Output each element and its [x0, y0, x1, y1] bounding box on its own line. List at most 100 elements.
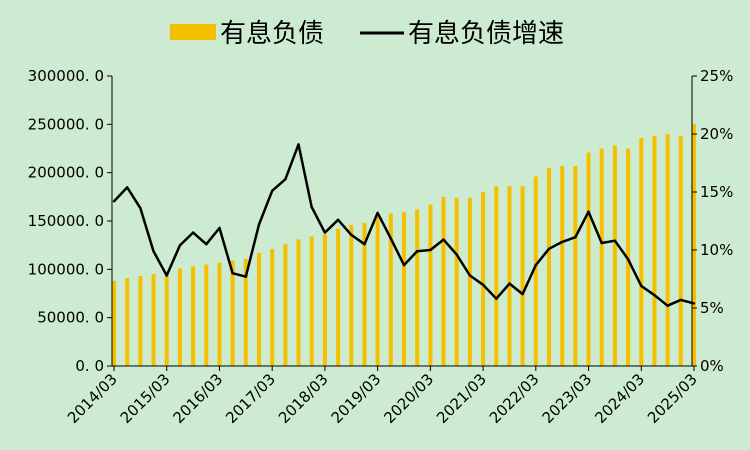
bar-2015-09 — [191, 266, 196, 366]
growth-point-2020-06 — [442, 238, 445, 241]
right-tick-label: 25% — [700, 67, 733, 85]
bar-2022-09 — [560, 165, 565, 366]
right-tick-label: 10% — [700, 241, 733, 259]
x-tick-label: 2022/03 — [486, 370, 543, 427]
x-tick-label: 2014/03 — [64, 370, 121, 427]
bar-2024-12 — [678, 135, 683, 366]
growth-point-2015-12 — [205, 243, 208, 246]
growth-point-2015-09 — [191, 231, 195, 234]
growth-point-2022-12 — [574, 236, 577, 239]
line-layer — [112, 143, 696, 307]
growth-point-2017-03 — [271, 189, 274, 192]
right-tick-label: 20% — [700, 125, 733, 143]
growth-point-2016-12 — [257, 223, 261, 226]
growth-point-2022-09 — [561, 240, 564, 244]
growth-point-2018-03 — [323, 231, 327, 234]
legend: 有息负债 有息负债增速 — [170, 19, 564, 49]
x-tick-label: 2025/03 — [644, 370, 701, 427]
legend-swatch-bar — [170, 24, 216, 40]
bar-2016-06 — [230, 260, 235, 366]
growth-point-2022-06 — [547, 247, 551, 250]
bar-2021-06 — [494, 186, 499, 366]
bar-2016-12 — [257, 252, 261, 366]
x-tick-label: 2023/03 — [539, 370, 596, 427]
growth-point-2016-06 — [231, 272, 234, 275]
growth-point-2018-09 — [350, 233, 353, 237]
x-tick-label: 2019/03 — [328, 370, 385, 427]
growth-point-2016-03 — [218, 226, 221, 230]
bar-2015-12 — [204, 264, 209, 366]
bar-2016-09 — [243, 258, 248, 366]
bar-2019-03 — [375, 216, 380, 366]
bar-2024-06 — [652, 135, 657, 366]
bar-2022-12 — [573, 165, 578, 366]
x-tick-label: 2018/03 — [275, 370, 332, 427]
bar-2017-09 — [296, 239, 301, 366]
bar-2023-06 — [599, 148, 604, 366]
growth-point-2019-06 — [389, 237, 392, 240]
growth-point-2019-09 — [402, 263, 406, 267]
growth-point-2024-03 — [640, 284, 643, 288]
bar-2021-03 — [481, 192, 486, 366]
growth-point-2019-03 — [376, 211, 379, 215]
growth-point-2024-12 — [679, 298, 682, 302]
growth-point-2021-12 — [521, 292, 524, 296]
legend-label-bar: 有息负债 — [220, 19, 324, 49]
x-tick-label: 2016/03 — [169, 370, 226, 427]
right-tick-label: 5% — [700, 299, 724, 317]
bar-2021-12 — [520, 186, 525, 366]
growth-point-2021-09 — [508, 282, 511, 285]
bar-2024-03 — [639, 137, 644, 366]
bar-2014-12 — [151, 274, 156, 366]
left-tick-label: 100000. 0 — [28, 260, 104, 278]
right-tick-label: 15% — [700, 183, 733, 201]
bar-2023-09 — [612, 145, 617, 366]
growth-point-2017-12 — [310, 205, 313, 209]
growth-point-2021-03 — [481, 283, 485, 286]
growth-point-2024-09 — [666, 304, 669, 307]
growth-point-2014-09 — [139, 207, 142, 210]
growth-point-2015-06 — [178, 244, 182, 247]
bar-2025-03 — [692, 124, 696, 366]
bar-2017-06 — [283, 244, 288, 366]
bar-2019-12 — [415, 209, 420, 366]
bar-2019-09 — [402, 212, 406, 366]
x-tick-label: 2024/03 — [591, 370, 648, 427]
bar-2024-09 — [665, 134, 670, 366]
axes-layer — [107, 75, 697, 371]
growth-point-2014-06 — [126, 186, 129, 189]
bar-2018-09 — [349, 224, 354, 366]
bar-2020-12 — [467, 197, 472, 366]
left-tick-label: 300000. 0 — [28, 67, 104, 85]
growth-point-2023-09 — [613, 239, 617, 242]
left-tick-label: 200000. 0 — [28, 164, 104, 182]
growth-point-2020-12 — [468, 274, 472, 277]
bar-2014-06 — [125, 278, 130, 366]
bar-2016-03 — [217, 262, 222, 366]
left-tick-label: 250000. 0 — [28, 115, 104, 133]
bar-2017-03 — [270, 249, 275, 366]
bar-2023-03 — [586, 152, 591, 366]
bar-2018-06 — [336, 228, 341, 366]
bar-2014-09 — [138, 276, 143, 366]
right-tick-label: 0% — [700, 357, 724, 375]
growth-point-2020-03 — [429, 248, 432, 252]
growth-point-2020-09 — [455, 253, 458, 256]
bar-2017-12 — [309, 236, 314, 366]
legend-label-line: 有息负债增速 — [408, 19, 564, 49]
growth-point-2017-06 — [284, 178, 287, 181]
bars-layer — [112, 124, 696, 366]
left-tick-label: 150000. 0 — [28, 212, 104, 230]
growth-point-2022-03 — [534, 263, 537, 267]
bar-2018-12 — [362, 222, 367, 366]
growth-point-2016-09 — [244, 275, 247, 278]
bar-2022-06 — [547, 167, 551, 366]
growth-point-2024-06 — [653, 294, 656, 297]
left-tick-label: 0. 0 — [75, 357, 104, 375]
x-tick-label: 2015/03 — [117, 370, 174, 427]
bar-2014-03 — [112, 280, 116, 366]
growth-point-2025-03 — [692, 302, 696, 305]
growth-point-2021-06 — [495, 297, 498, 300]
